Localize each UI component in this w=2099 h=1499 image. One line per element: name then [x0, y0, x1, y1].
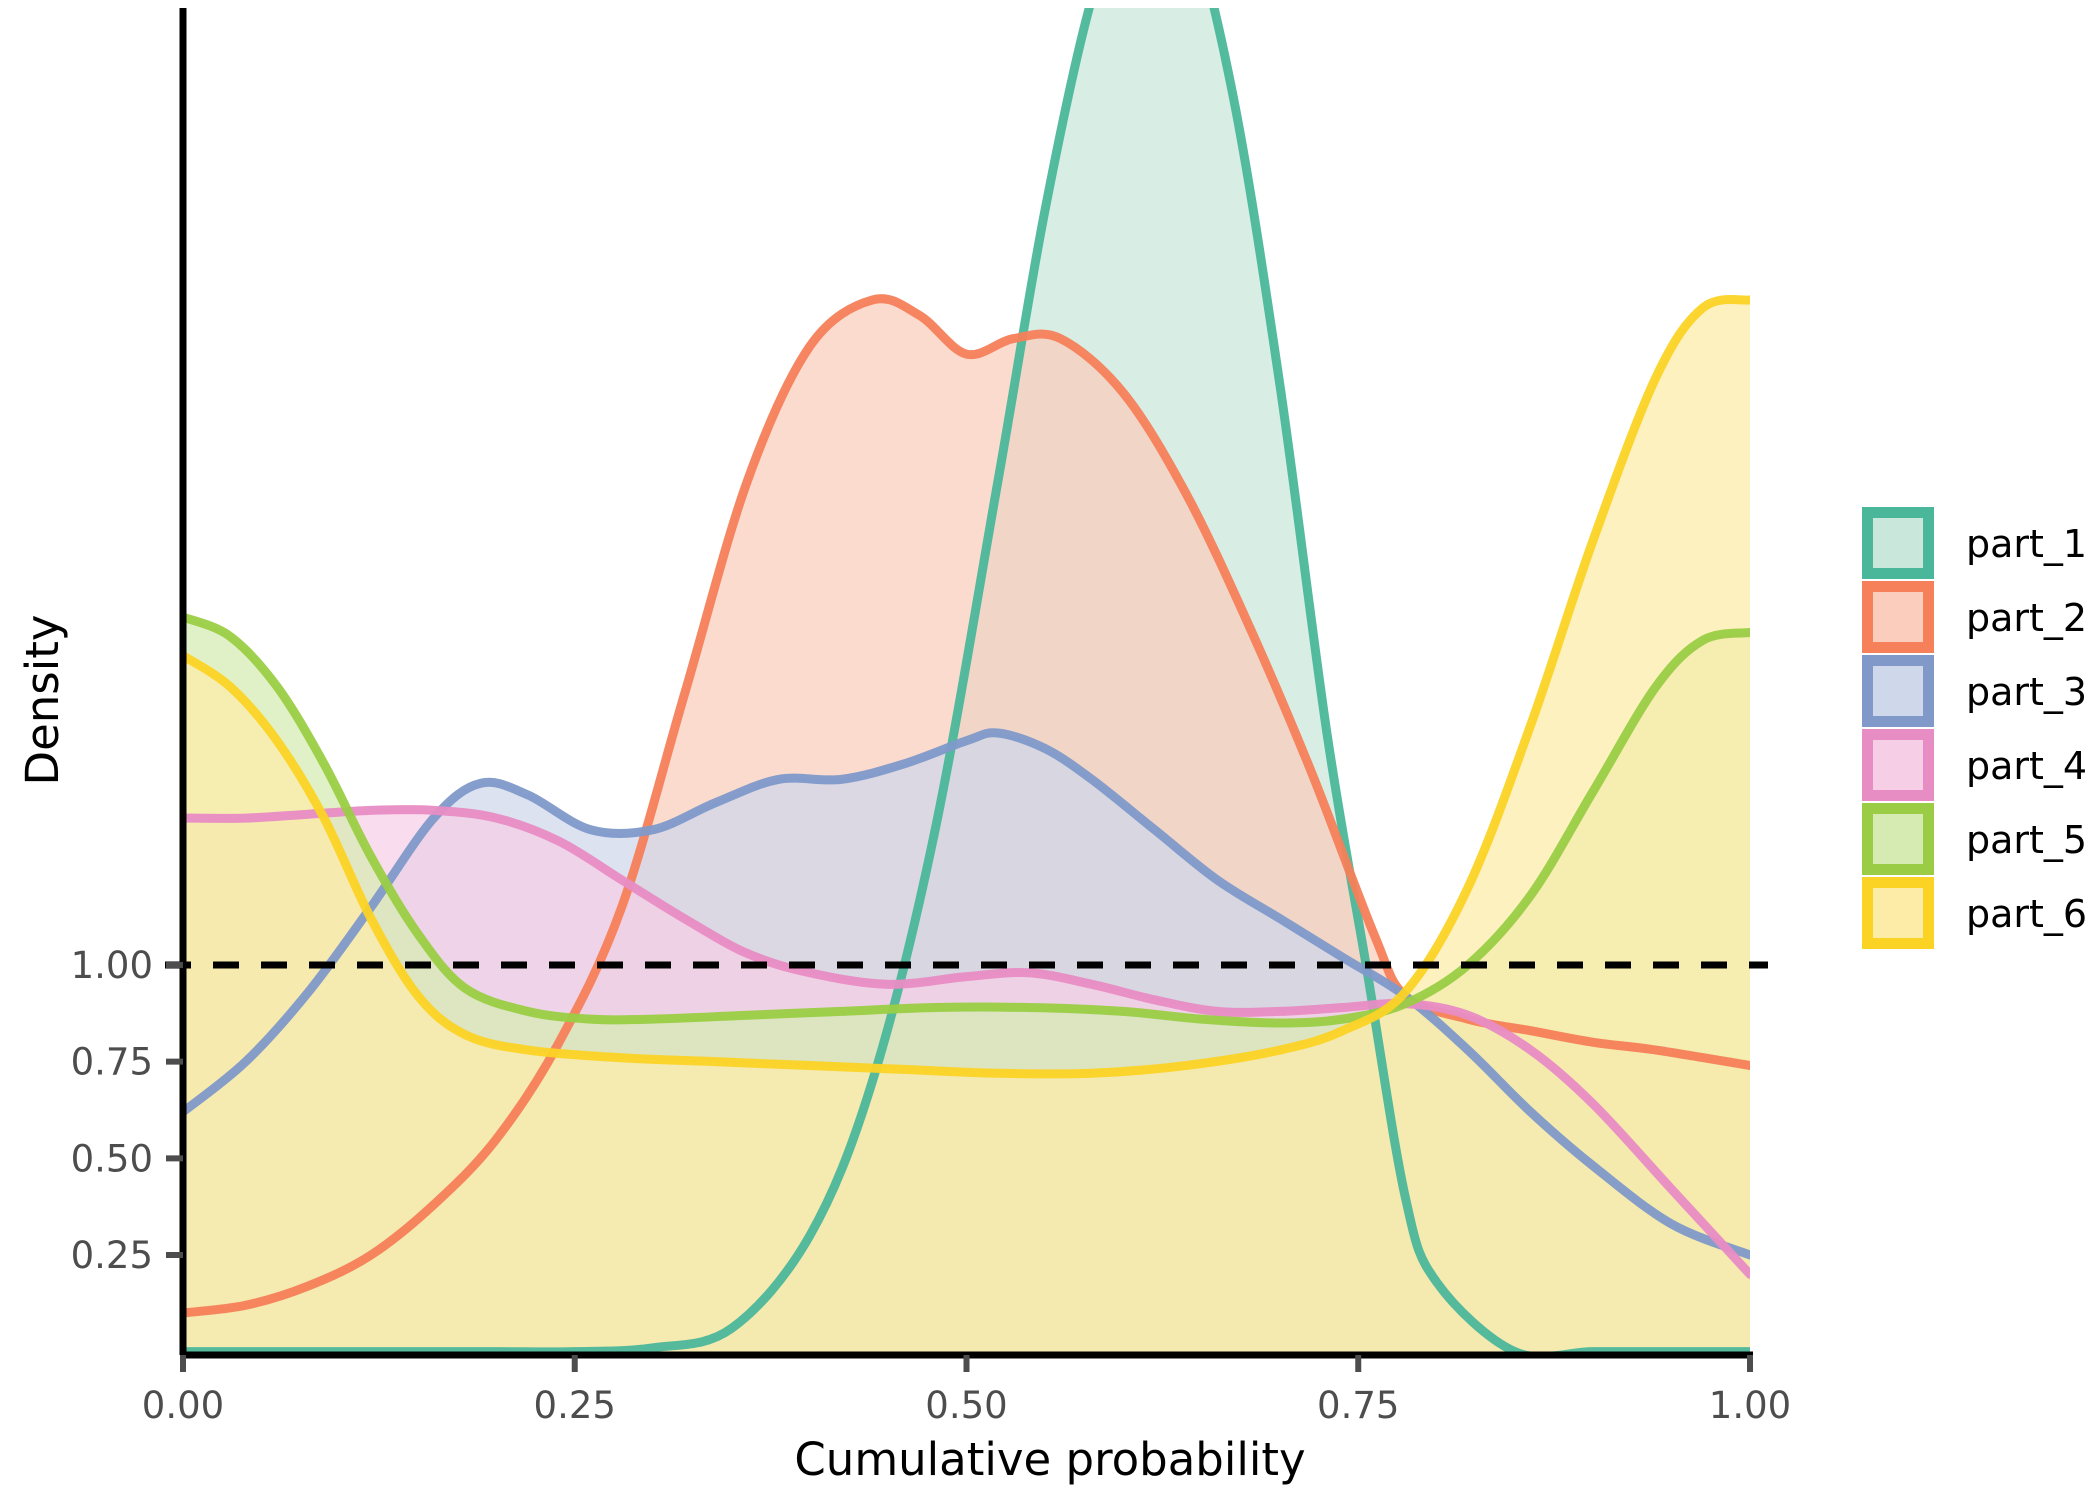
legend-swatch-fill-part_6 [1873, 888, 1923, 938]
x-axis-title: Cumulative probability [794, 1433, 1305, 1486]
legend-item-part_1[interactable]: part_1 [1862, 507, 2087, 579]
series-line-part_5 [183, 612, 1750, 1028]
x-tick-label: 1.00 [1709, 1384, 1791, 1427]
y-axis-title: Density [16, 614, 69, 785]
legend-item-part_4[interactable]: part_4 [1862, 729, 2087, 801]
legend-item-part_3[interactable]: part_3 [1862, 655, 2087, 727]
x-tick-label: 0.50 [925, 1384, 1007, 1427]
legend-label-part_5: part_5 [1966, 818, 2087, 862]
y-tick-label: 0.25 [71, 1234, 153, 1277]
legend-item-part_6[interactable]: part_6 [1862, 877, 2087, 949]
series-area-part_6 [183, 299, 1750, 1355]
y-axis-ticks: 0.25 0.50 0.75 1.00 [71, 944, 183, 1277]
legend[interactable]: part_1 part_2 part_3 part_4 part_5 part_6 [1862, 507, 2087, 949]
x-tick-label: 0.00 [142, 1384, 224, 1427]
legend-item-part_2[interactable]: part_2 [1862, 581, 2087, 653]
series-line-part_1 [183, 8, 1750, 1355]
legend-swatch-fill-part_1 [1873, 518, 1923, 568]
legend-swatch-fill-part_2 [1873, 592, 1923, 642]
series-line-part_6 [183, 294, 1750, 1079]
x-tick-label: 0.25 [534, 1384, 616, 1427]
x-axis-ticks: 0.00 0.25 0.50 0.75 1.00 [142, 1355, 1791, 1427]
legend-swatch-fill-part_5 [1873, 814, 1923, 864]
legend-label-part_4: part_4 [1966, 744, 2087, 788]
legend-label-part_2: part_2 [1966, 596, 2087, 640]
y-tick-label: 1.00 [71, 944, 153, 987]
legend-label-part_6: part_6 [1966, 892, 2087, 936]
legend-label-part_3: part_3 [1966, 670, 2087, 714]
legend-item-part_5[interactable]: part_5 [1862, 803, 2087, 875]
y-tick-label: 0.75 [71, 1041, 153, 1084]
series-line-part_4 [183, 805, 1750, 1279]
legend-swatch-fill-part_3 [1873, 666, 1923, 716]
x-tick-label: 0.75 [1317, 1384, 1399, 1427]
legend-label-part_1: part_1 [1966, 522, 2087, 566]
y-tick-label: 0.50 [71, 1137, 153, 1180]
series-line-part_3 [183, 728, 1750, 1260]
legend-swatch-fill-part_4 [1873, 740, 1923, 790]
series-lines-layer [183, 8, 1750, 1355]
